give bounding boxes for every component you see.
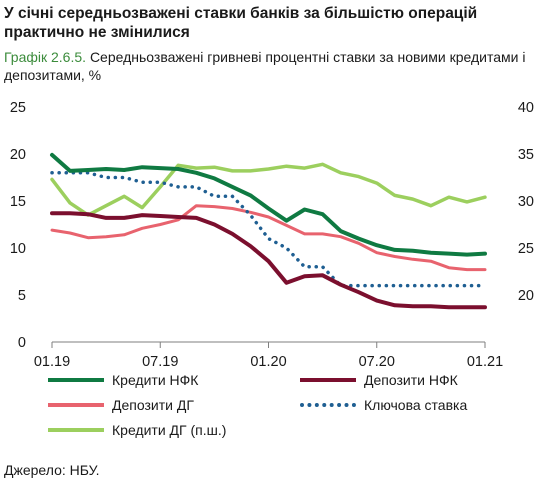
legend-label: Депозити НФК — [364, 372, 458, 388]
y-right-tick-label: 20 — [518, 288, 534, 304]
chart-legend: Кредити НФК Депозити НФК Депозити ДГ Ключов… — [0, 372, 550, 452]
x-tick-label: 07.19 — [142, 354, 178, 370]
y-left-tick-label: 5 — [18, 288, 26, 304]
y-left-tick-label: 25 — [10, 100, 26, 116]
legend-swatch — [300, 403, 356, 407]
legend-item: Депозити ДГ — [48, 397, 194, 413]
y-left-tick-label: 10 — [10, 241, 26, 257]
series-line-4 — [50, 162, 487, 217]
legend-item: Кредити ДГ (п.ш.) — [48, 422, 226, 438]
chart-subtitle-text: Середньозважені гривневі процентні ставк… — [4, 49, 526, 83]
legend-label: Ключова ставка — [364, 397, 468, 413]
x-tick-label: 01.21 — [467, 354, 503, 370]
y-right-tick-label: 35 — [518, 147, 534, 163]
y-right-tick-label: 30 — [518, 194, 534, 210]
y-left-tick-label: 15 — [10, 194, 26, 210]
x-tick-label: 07.20 — [359, 354, 395, 370]
source-note: Джерело: НБУ. — [4, 462, 100, 478]
legend-swatch — [48, 428, 104, 432]
legend-swatch — [48, 378, 104, 382]
chart-series — [50, 152, 487, 310]
legend-item: Ключова ставка — [300, 397, 467, 413]
series-line-1 — [50, 211, 487, 310]
chart-axes: 0 5 10 15 20 25 20 25 30 35 40 01.19 07.19 01.20 07.20… — [10, 100, 534, 370]
legend-label: Депозити ДГ — [112, 397, 194, 413]
y-right-tick-label: 40 — [518, 100, 534, 116]
series-line-2 — [50, 204, 487, 272]
x-tick-label: 01.20 — [250, 354, 286, 370]
y-left-tick-label: 20 — [10, 147, 26, 163]
legend-swatch — [300, 378, 356, 382]
legend-label: Кредити НФК — [112, 372, 199, 388]
chart-subtitle: Графік 2.6.5. Середньозважені гривневі п… — [4, 48, 544, 84]
series-line-3 — [50, 171, 487, 288]
x-tick-label: 01.19 — [34, 354, 70, 370]
series-line-0 — [50, 152, 487, 257]
legend-item: Кредити НФК — [48, 372, 198, 388]
page-headline: У січні середньозважені ставки банків за… — [4, 5, 478, 41]
chart-number-label: Графік 2.6.5. — [4, 49, 87, 65]
line-chart: 0 5 10 15 20 25 20 25 30 35 40 01.19 07.19 01.20 07.20… — [10, 100, 534, 370]
legend-item: Депозити НФК — [300, 372, 458, 388]
y-right-tick-label: 25 — [518, 241, 534, 257]
legend-swatch — [48, 403, 104, 407]
legend-label: Кредити ДГ (п.ш.) — [112, 422, 227, 438]
y-left-tick-label: 0 — [18, 335, 26, 351]
